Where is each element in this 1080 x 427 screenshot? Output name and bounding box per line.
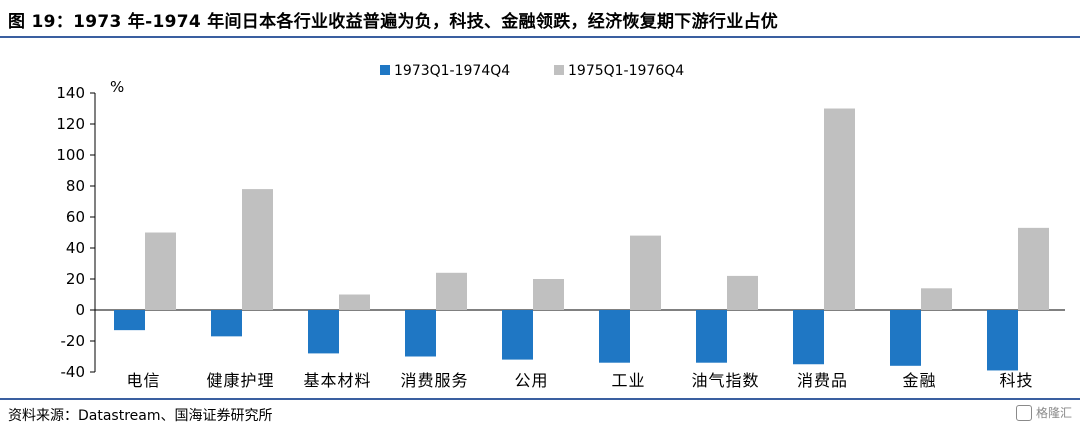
legend-swatch-2 xyxy=(554,65,564,75)
figure-title: 图 19：1973 年-1974 年间日本各行业收益普遍为负，科技、金融领跌，经… xyxy=(8,12,779,32)
y-tick-label: 60 xyxy=(66,208,85,226)
watermark: 格隆汇 xyxy=(1015,404,1072,421)
chart-area: -40 -20 0 20 40 60 80 100 120 140% 电信 健康护理 基本材料 消费服务 公… xyxy=(0,38,1080,398)
bar-series2-5 xyxy=(533,279,564,310)
bar-series1-6 xyxy=(599,310,630,363)
bar-series2-9 xyxy=(921,288,952,310)
x-category-label: 消费服务 xyxy=(400,371,468,390)
bar-series1-3 xyxy=(308,310,339,354)
x-category-label: 基本材料 xyxy=(303,371,371,390)
legend-label-1: 1973Q1-1974Q4 xyxy=(394,63,510,79)
bar-series2-10 xyxy=(1018,227,1049,310)
bar-series1-1 xyxy=(114,310,145,331)
y-tick-label: 100 xyxy=(56,146,85,164)
bar-series2-4 xyxy=(436,272,467,310)
bar-series1-8 xyxy=(793,310,824,365)
x-category-label: 公用 xyxy=(514,371,548,390)
source-note: 资料来源：Datastream、国海证券研究所 xyxy=(8,408,273,424)
y-tick-label: 0 xyxy=(75,301,85,319)
bar-series2-1 xyxy=(145,232,176,310)
bar-series2-7 xyxy=(727,275,758,310)
x-category-label: 电信 xyxy=(126,371,160,390)
legend-swatch-1 xyxy=(380,65,390,75)
bar-series1-9 xyxy=(890,310,921,366)
bar-chart: -40 -20 0 20 40 60 80 100 120 140 % 电信 健康护理 基本材料 消费服务 公… xyxy=(56,63,1065,390)
bar-series1-4 xyxy=(405,310,436,357)
bar-series1-5 xyxy=(502,310,533,360)
y-tick-label: 20 xyxy=(66,270,85,288)
title-bar: 图 19：1973 年-1974 年间日本各行业收益普遍为负，科技、金融领跌，经… xyxy=(0,0,1080,38)
x-category-label: 工业 xyxy=(611,371,645,390)
x-category-label: 金融 xyxy=(902,371,936,390)
y-tick-label: 40 xyxy=(66,239,85,257)
y-tick-label: 140 xyxy=(56,84,85,102)
legend-label-2: 1975Q1-1976Q4 xyxy=(568,63,684,79)
bar-series2-6 xyxy=(630,235,661,310)
bar-series2-3 xyxy=(339,294,370,310)
bar-series1-7 xyxy=(696,310,727,363)
y-tick-label: 80 xyxy=(66,177,85,195)
x-category-label: 油气指数 xyxy=(691,371,759,390)
watermark-text: 格隆汇 xyxy=(1035,406,1072,420)
y-tick-label: -20 xyxy=(61,332,86,350)
bar-series2-8 xyxy=(824,108,855,310)
bar-series1-10 xyxy=(987,310,1018,371)
x-category-label: 科技 xyxy=(999,371,1033,390)
bar-series2-2 xyxy=(242,189,273,310)
y-tick-label: 120 xyxy=(56,115,85,133)
watermark-logo-icon xyxy=(1015,404,1032,421)
bar-series1-2 xyxy=(211,310,242,337)
y-tick-label: -40 xyxy=(61,363,86,381)
source-bar: 资料来源：Datastream、国海证券研究所 格隆汇 xyxy=(0,398,1080,427)
x-category-label: 消费品 xyxy=(797,371,848,390)
x-category-label: 健康护理 xyxy=(206,371,274,390)
y-axis-unit-label: % xyxy=(110,78,124,96)
